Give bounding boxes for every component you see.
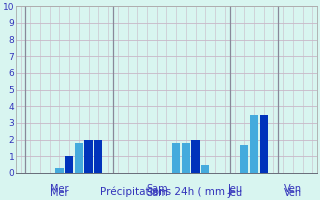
Bar [260, 115, 268, 173]
Text: Jeu: Jeu [227, 188, 242, 198]
Text: Ven: Ven [284, 188, 302, 198]
Bar [182, 143, 190, 173]
Bar [55, 168, 64, 173]
Text: Jeu: Jeu [227, 184, 242, 194]
Bar [65, 156, 73, 173]
Text: Sam: Sam [146, 188, 168, 198]
Bar [201, 165, 210, 173]
Bar [94, 140, 102, 173]
Bar [84, 140, 93, 173]
Text: Ven: Ven [284, 184, 302, 194]
Text: Sam: Sam [146, 184, 168, 194]
Bar [191, 140, 200, 173]
Bar [240, 145, 248, 173]
Text: Mer: Mer [50, 188, 69, 198]
Bar [75, 143, 83, 173]
X-axis label: Précipitations 24h ( mm ): Précipitations 24h ( mm ) [100, 187, 233, 197]
Bar [250, 115, 258, 173]
Bar [172, 143, 180, 173]
Text: Mer: Mer [50, 184, 69, 194]
